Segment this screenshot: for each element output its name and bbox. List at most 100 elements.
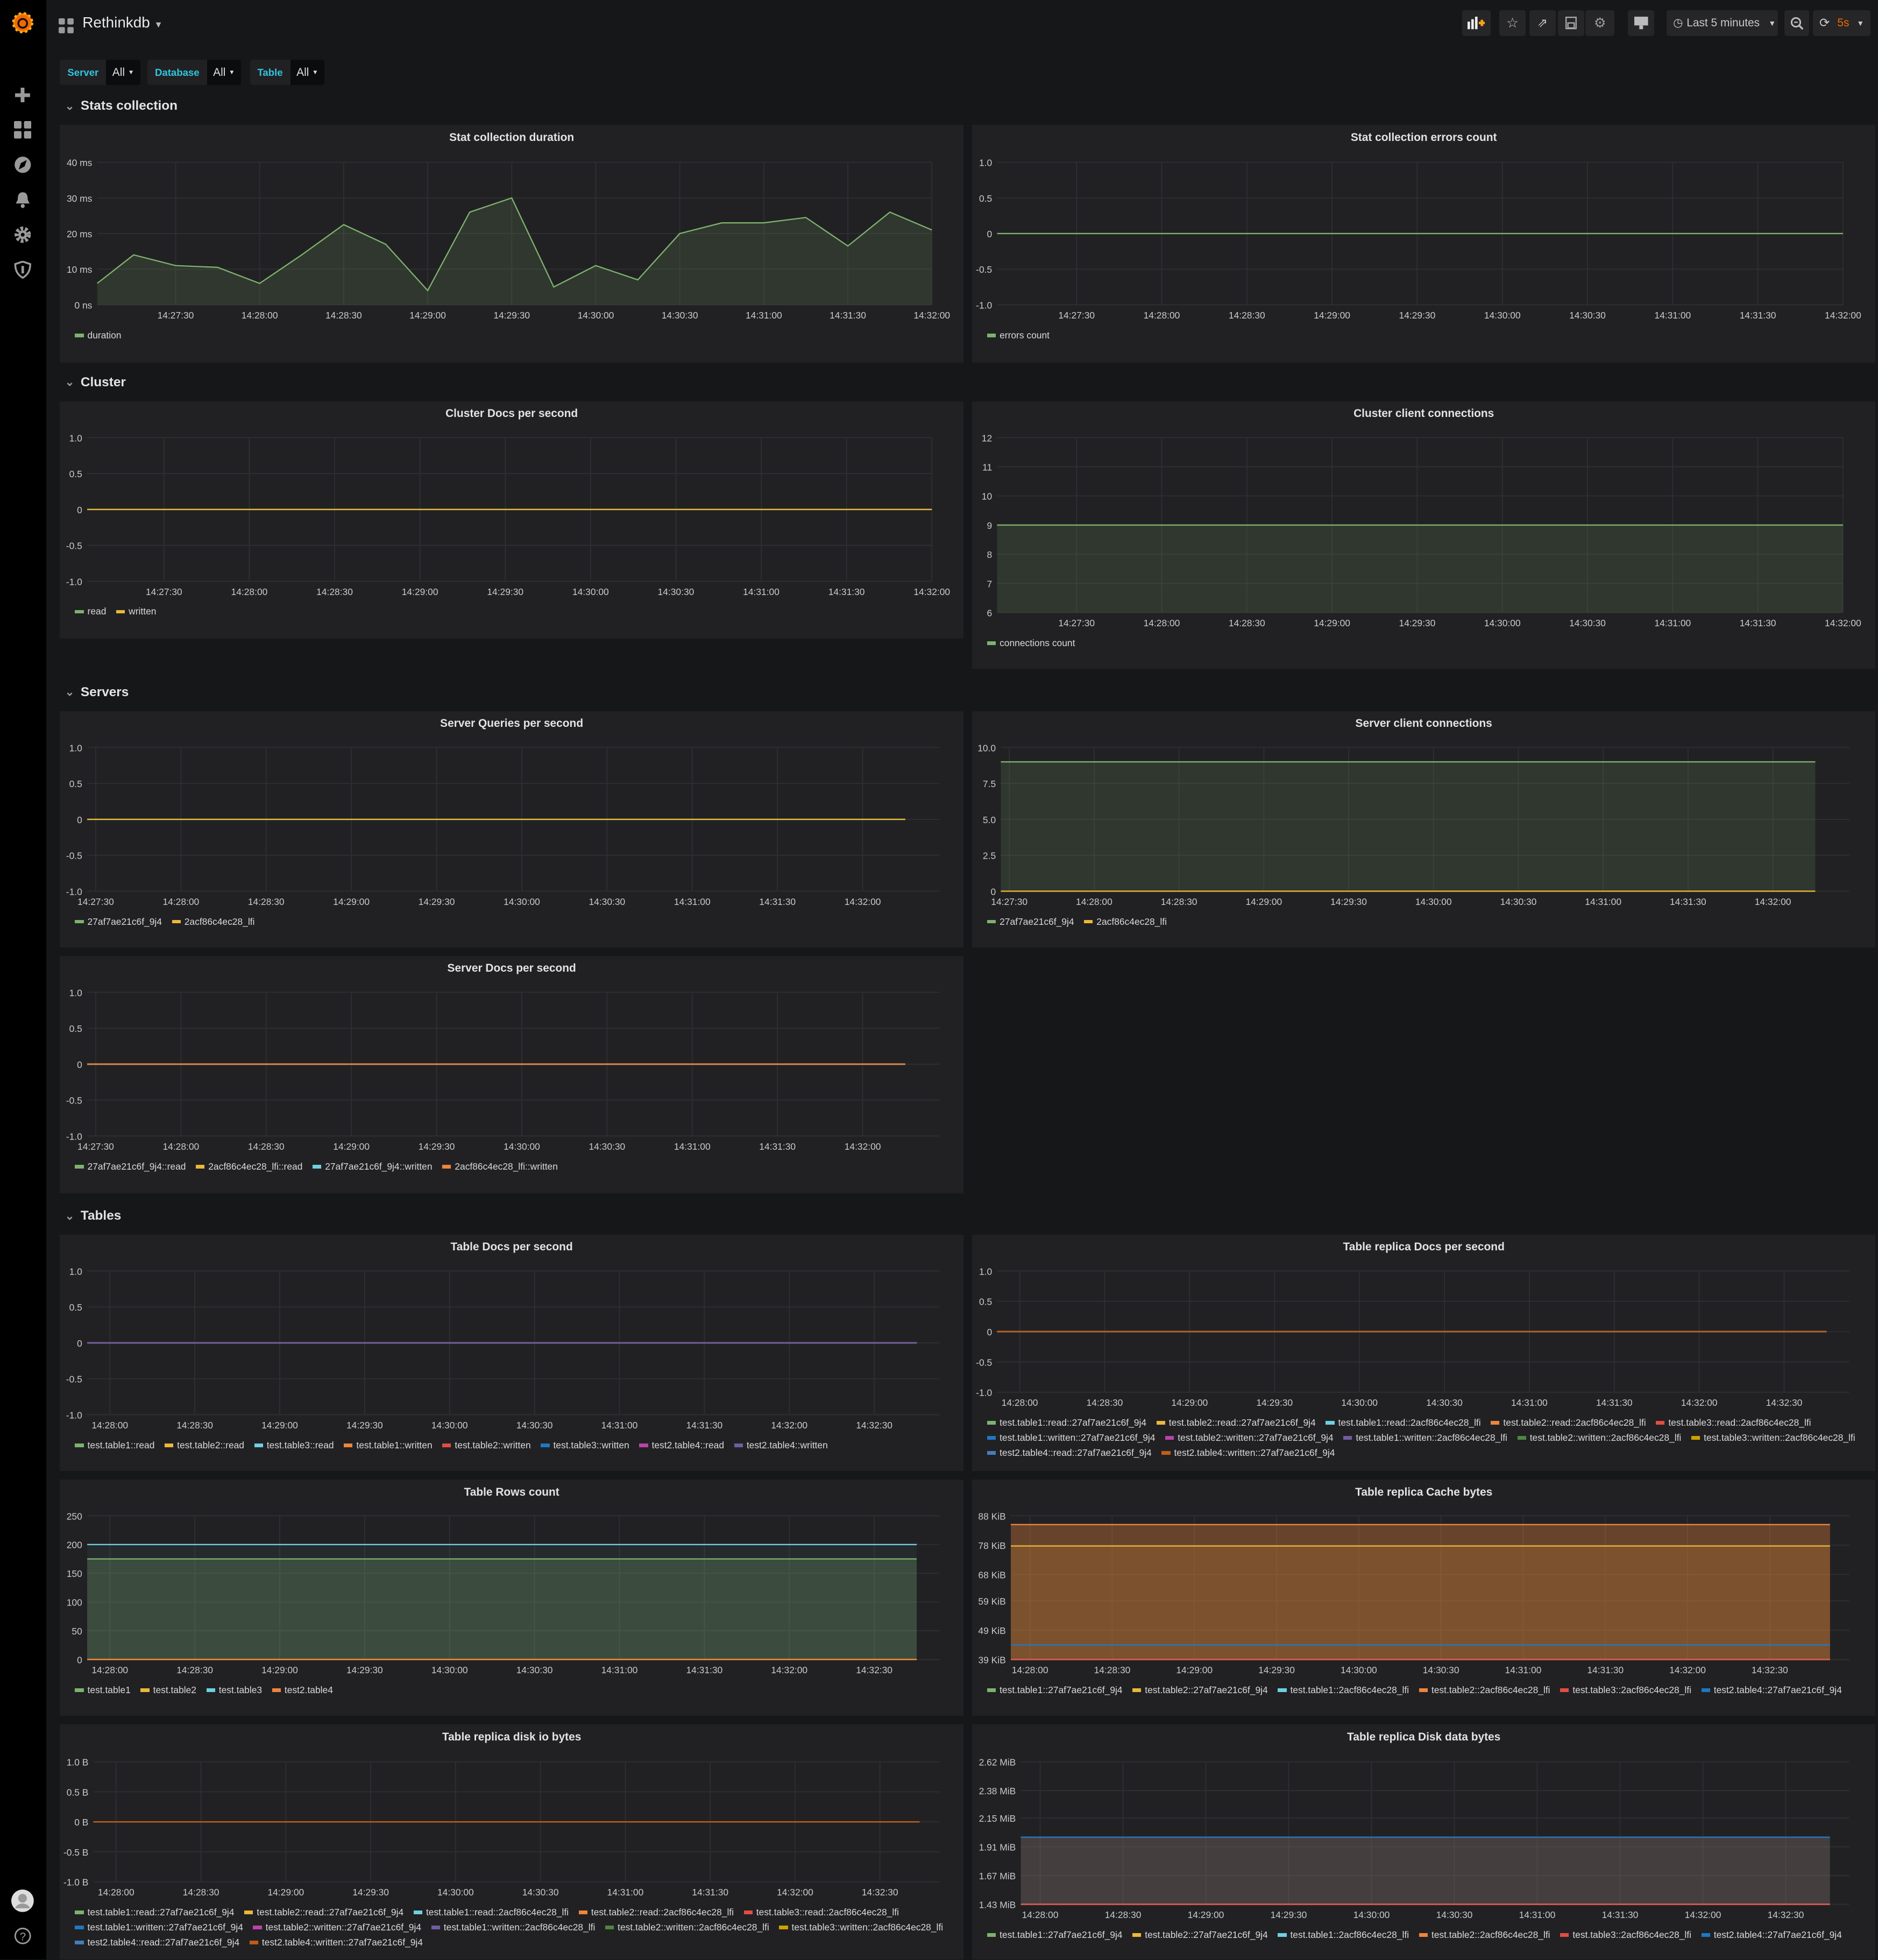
legend-item[interactable]: test.table3::read	[254, 1440, 334, 1451]
share-button[interactable]: ⇗	[1529, 10, 1556, 37]
add-panel-button[interactable]	[1462, 10, 1491, 37]
variable-table[interactable]: Table All ▼	[250, 60, 325, 85]
panel-title[interactable]: Table replica Docs per second	[1343, 1241, 1505, 1254]
legend-item[interactable]: test2.table4::read	[639, 1440, 724, 1451]
variable-value-dropdown[interactable]: All ▼	[290, 60, 325, 85]
panel-cluster-client-connections[interactable]: Cluster client connections 6 7 8 9 10 11 12 14:2…	[972, 401, 1876, 669]
cycle-view-mode-button[interactable]	[1628, 10, 1655, 37]
legend-item[interactable]: test.table2::2acf86c4ec28_lfi	[1419, 1929, 1550, 1941]
help-icon[interactable]: ?	[11, 1924, 34, 1947]
variable-database[interactable]: Database All ▼	[147, 60, 242, 85]
legend-item[interactable]: test.table2::27af7ae21c6f_9j4	[1132, 1685, 1268, 1696]
legend-item[interactable]: test.table3::written::2acf86c4ec28_lfi	[779, 1922, 943, 1933]
legend-item[interactable]: test.table3::read::2acf86c4ec28_lfi	[1656, 1417, 1811, 1428]
legend-item[interactable]: test.table1::2acf86c4ec28_lfi	[1278, 1929, 1409, 1941]
legend-item[interactable]: test2.table4	[272, 1685, 333, 1696]
variable-server[interactable]: Server All ▼	[60, 60, 140, 85]
legend-item[interactable]: test.table2::27af7ae21c6f_9j4	[1132, 1929, 1268, 1941]
legend-item[interactable]: test.table1::written::27af7ae21c6f_9j4	[75, 1922, 243, 1933]
panel-table-replica-disk-data-bytes[interactable]: Table replica Disk data bytes 1.43 MiB 1.6…	[972, 1724, 1876, 1959]
legend-item[interactable]: test.table3::2acf86c4ec28_lfi	[1560, 1929, 1691, 1941]
panel-title[interactable]: Cluster client connections	[1353, 407, 1494, 420]
refresh-interval-picker[interactable]: 5s	[1837, 16, 1849, 29]
legend-item[interactable]: test.table2::written::27af7ae21c6f_9j4	[253, 1922, 421, 1933]
refresh-button[interactable]: ⟳ 5s ▼	[1813, 10, 1871, 37]
legend-item[interactable]: test2.table4::27af7ae21c6f_9j4	[1701, 1685, 1842, 1696]
legend-item[interactable]: test2.table4::read::27af7ae21c6f_9j4	[75, 1937, 239, 1948]
dashboard-title-picker[interactable]: Rethinkdb ▼	[82, 14, 162, 31]
legend-item[interactable]: 27af7ae21c6f_9j4	[75, 916, 162, 928]
user-avatar[interactable]	[11, 1889, 34, 1912]
legend-item[interactable]: test.table1::written	[344, 1440, 433, 1451]
panel-stat-collection-errors-count[interactable]: Stat collection errors count -1.0 -0.5 0 0.5…	[972, 125, 1876, 363]
legend-item[interactable]: test.table2::read	[164, 1440, 244, 1451]
panel-cluster-docs-per-second[interactable]: Cluster Docs per second -1.0 -0.5 0 0.5 1.0 14…	[60, 401, 963, 639]
legend-item[interactable]: 2acf86c4ec28_lfi	[172, 916, 254, 928]
row-cluster[interactable]: ⌄ Cluster	[65, 375, 126, 390]
legend-item[interactable]: test.table3	[206, 1685, 262, 1696]
legend-item[interactable]: test.table1	[75, 1685, 131, 1696]
legend-item[interactable]: 2acf86c4ec28_lfi	[1084, 916, 1167, 928]
time-range-picker[interactable]: ◷ Last 5 minutes ▼	[1667, 10, 1778, 37]
legend-item[interactable]: test.table1::read::27af7ae21c6f_9j4	[987, 1417, 1146, 1428]
legend-item[interactable]: 27af7ae21c6f_9j4::read	[75, 1161, 186, 1172]
variable-value-dropdown[interactable]: All ▼	[207, 60, 242, 85]
legend-item[interactable]: test.table2::2acf86c4ec28_lfi	[1419, 1685, 1550, 1696]
legend-item[interactable]: test.table1::written::2acf86c4ec28_lfi	[431, 1922, 595, 1933]
legend-item[interactable]: test2.table4::read::27af7ae21c6f_9j4	[987, 1447, 1152, 1459]
legend-item[interactable]: test.table3::written	[541, 1440, 629, 1451]
legend-item[interactable]: test.table1::read	[75, 1440, 154, 1451]
legend-item[interactable]: test.table1::2acf86c4ec28_lfi	[1278, 1685, 1409, 1696]
panel-title[interactable]: Table replica Disk data bytes	[1347, 1730, 1501, 1743]
legend-item[interactable]: connections count	[987, 638, 1075, 649]
legend-item[interactable]: test.table1::read::27af7ae21c6f_9j4	[75, 1907, 234, 1918]
panel-title[interactable]: Server client connections	[1355, 717, 1492, 730]
panel-table-replica-cache-bytes[interactable]: Table replica Cache bytes 39 KiB 49 KiB 59 …	[972, 1480, 1876, 1716]
dashboards-icon[interactable]	[11, 119, 34, 141]
legend-item[interactable]: test.table1::written::27af7ae21c6f_9j4	[987, 1432, 1155, 1444]
panel-stat-collection-duration[interactable]: Stat collection duration 0 ns 10 ms 20 ms 30…	[60, 125, 963, 363]
legend-item[interactable]: test.table2::written	[442, 1440, 531, 1451]
legend-item[interactable]: 27af7ae21c6f_9j4::written	[312, 1161, 433, 1172]
legend-item[interactable]: duration	[75, 330, 121, 341]
explore-icon[interactable]	[11, 154, 34, 176]
legend-item[interactable]: test.table3::written::2acf86c4ec28_lfi	[1691, 1432, 1855, 1444]
plus-icon[interactable]	[11, 84, 34, 107]
legend-item[interactable]: test2.table4::27af7ae21c6f_9j4	[1701, 1929, 1842, 1941]
legend-item[interactable]: test.table2::read::2acf86c4ec28_lfi	[1491, 1417, 1646, 1428]
legend-item[interactable]: test2.table4::written::27af7ae21c6f_9j4	[249, 1937, 423, 1948]
alerting-bell-icon[interactable]	[11, 189, 34, 211]
panel-server-docs-per-second[interactable]: Server Docs per second -1.0 -0.5 0 0.5 1.0 14:…	[60, 956, 963, 1194]
legend-item[interactable]: test2.table4::written::27af7ae21c6f_9j4	[1161, 1447, 1335, 1459]
legend-item[interactable]: written	[116, 606, 156, 617]
panel-server-client-connections[interactable]: Server client connections 0 2.5 5.0 7.5 10.0 1…	[972, 711, 1876, 947]
legend-item[interactable]: 2acf86c4ec28_lfi::written	[442, 1161, 558, 1172]
panel-title[interactable]: Table replica disk io bytes	[442, 1730, 582, 1743]
legend-item[interactable]: test.table1::27af7ae21c6f_9j4	[987, 1929, 1123, 1941]
legend-item[interactable]: test.table1::written::2acf86c4ec28_lfi	[1343, 1432, 1507, 1444]
panel-title[interactable]: Server Queries per second	[440, 717, 584, 730]
row-tables[interactable]: ⌄ Tables	[65, 1208, 122, 1223]
panel-title[interactable]: Table replica Cache bytes	[1355, 1485, 1493, 1498]
legend-item[interactable]: test.table2::written::2acf86c4ec28_lfi	[605, 1922, 769, 1933]
legend-item[interactable]: test.table2::read::27af7ae21c6f_9j4	[1156, 1417, 1316, 1428]
legend-item[interactable]: test.table3::2acf86c4ec28_lfi	[1560, 1685, 1691, 1696]
legend-item[interactable]: errors count	[987, 330, 1050, 341]
star-button[interactable]: ☆	[1499, 10, 1526, 37]
panel-server-queries-per-second[interactable]: Server Queries per second -1.0 -0.5 0 0.5 1.0…	[60, 711, 963, 947]
legend-item[interactable]: test.table2::read::2acf86c4ec28_lfi	[578, 1907, 734, 1918]
panel-title[interactable]: Stat collection errors count	[1350, 131, 1497, 144]
row-servers[interactable]: ⌄ Servers	[65, 685, 129, 700]
legend-item[interactable]: test.table1::27af7ae21c6f_9j4	[987, 1685, 1123, 1696]
legend-item[interactable]: test.table1::read::2acf86c4ec28_lfi	[1326, 1417, 1481, 1428]
grafana-logo[interactable]	[10, 10, 35, 35]
legend-item[interactable]: test.table2::written::2acf86c4ec28_lfi	[1517, 1432, 1681, 1444]
panel-table-replica-disk-io-bytes[interactable]: Table replica disk io bytes -1.0 B -0.5 B 0…	[60, 1724, 963, 1959]
legend-item[interactable]: test.table2::read::27af7ae21c6f_9j4	[244, 1907, 403, 1918]
panel-title[interactable]: Stat collection duration	[449, 131, 575, 144]
save-button[interactable]	[1558, 10, 1585, 37]
server-admin-shield-icon[interactable]	[11, 259, 34, 281]
legend-item[interactable]: test.table2	[140, 1685, 196, 1696]
legend-item[interactable]: test.table2::written::27af7ae21c6f_9j4	[1165, 1432, 1334, 1444]
legend-item[interactable]: test.table1::read::2acf86c4ec28_lfi	[413, 1907, 569, 1918]
